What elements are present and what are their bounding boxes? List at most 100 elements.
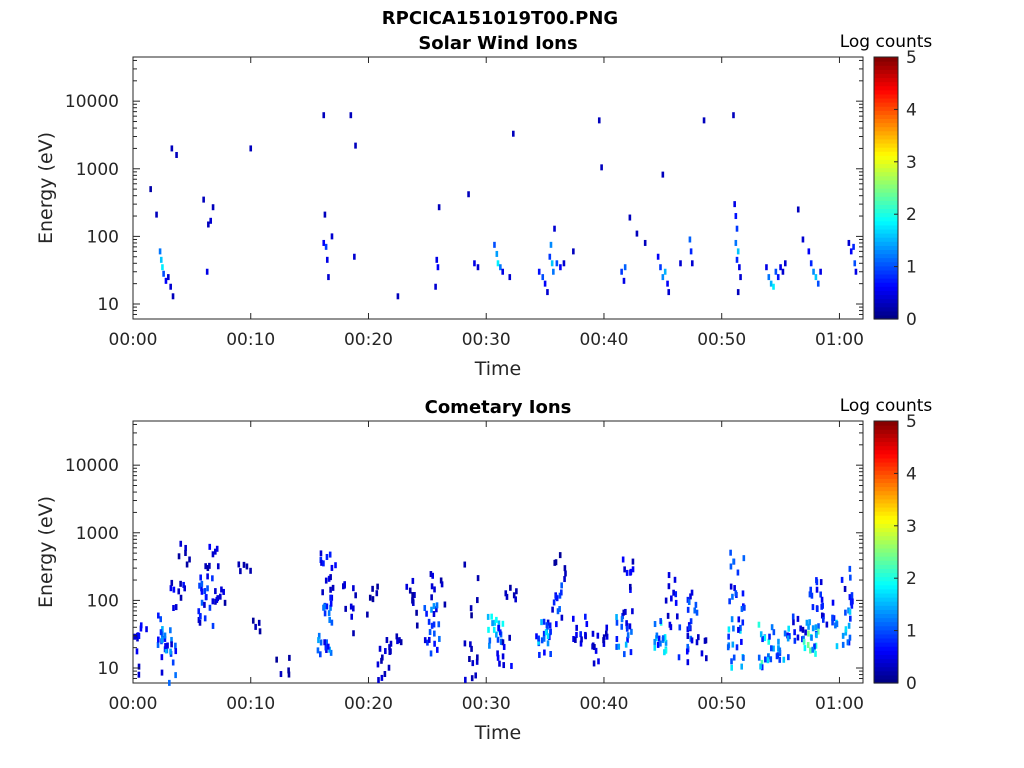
heatmap-cell (799, 625, 802, 632)
heatmap-cell (849, 599, 853, 606)
x-tick-label: 00:50 (697, 694, 746, 714)
heatmap-cell (470, 612, 473, 619)
heatmap-cell (463, 640, 467, 647)
heatmap-cell (741, 590, 745, 597)
heatmap-cell (793, 637, 797, 644)
heatmap-cell (657, 635, 661, 642)
heatmap-cell (615, 636, 619, 643)
heatmap-cell (670, 595, 673, 602)
heatmap-cell (672, 589, 675, 596)
heatmap-cell (430, 583, 434, 590)
heatmap-cell (329, 594, 332, 601)
heatmap-cell (476, 264, 480, 271)
heatmap-cell (593, 644, 596, 651)
heatmap-cell (164, 643, 167, 650)
heatmap-cell (215, 596, 219, 603)
colorbar-tick-label: 3 (906, 517, 917, 537)
heatmap-cell (157, 612, 160, 619)
heatmap-cell (504, 590, 508, 597)
heatmap-cell (208, 562, 211, 569)
heatmap-cell (408, 587, 412, 594)
heatmap-cell (495, 616, 498, 623)
heatmap-cell (423, 605, 427, 612)
colorbar-label: Log counts (840, 32, 933, 52)
heatmap-cell (183, 585, 186, 592)
heatmap-cell (205, 594, 208, 601)
heatmap-cell (157, 636, 160, 643)
heatmap-cell (169, 585, 173, 592)
heatmap-cell (381, 654, 384, 661)
heatmap-cell (736, 569, 740, 576)
heatmap-cell (242, 561, 246, 568)
heatmap-cell (375, 590, 379, 597)
heatmap-cell (349, 112, 353, 119)
heatmap-cell (169, 648, 172, 655)
heatmap-cell (584, 631, 587, 638)
heatmap-cell (572, 248, 575, 255)
heatmap-cell (161, 626, 164, 633)
y-axis-label: Energy (eV) (35, 496, 57, 608)
heatmap-cell (470, 645, 473, 652)
heatmap-cell (325, 553, 329, 560)
heatmap-cell (819, 579, 823, 586)
y-tick-label: 100 (87, 591, 119, 611)
heatmap-cell (850, 592, 854, 599)
heatmap-cell (160, 637, 164, 644)
heatmap-cell (317, 632, 321, 639)
heatmap-cell (497, 624, 500, 631)
heatmap-cell (575, 624, 578, 631)
heatmap-cell (733, 201, 736, 208)
heatmap-cell (492, 626, 496, 633)
x-tick-label: 00:10 (226, 330, 275, 350)
colorbar-tick-label: 0 (906, 674, 917, 694)
heatmap-cell (631, 608, 634, 615)
heatmap-cell (579, 631, 582, 638)
heatmap-cell (476, 575, 480, 582)
heatmap-cell (473, 260, 476, 267)
heatmap-cell (498, 660, 501, 667)
heatmap-cell (543, 280, 547, 287)
heatmap-cell (352, 585, 355, 592)
heatmap-cell (537, 635, 540, 642)
heatmap-cell (779, 264, 782, 271)
heatmap-cell (342, 583, 345, 590)
heatmap-cell (203, 588, 207, 595)
x-axis-label: Time (474, 358, 522, 380)
heatmap-cell (726, 644, 730, 651)
heatmap-cell (811, 604, 815, 611)
heatmap-cell (428, 629, 432, 636)
heatmap-cell (815, 632, 818, 639)
heatmap-cell (437, 204, 441, 211)
heatmap-cell (174, 642, 177, 649)
heatmap-cell (844, 609, 847, 616)
heatmap-cell (200, 588, 204, 595)
heatmap-cell (849, 248, 853, 255)
heatmap-cell (463, 561, 467, 568)
heatmap-cell (760, 659, 764, 666)
heatmap-cell (496, 260, 500, 267)
heatmap-cell (621, 556, 625, 563)
heatmap-cell (809, 586, 813, 593)
heatmap-cell (197, 608, 201, 615)
heatmap-cell (777, 638, 780, 645)
heatmap-cell (222, 588, 225, 595)
heatmap-cell (815, 586, 819, 593)
heatmap-cell (537, 638, 540, 645)
heatmap-cell (777, 645, 780, 652)
heatmap-cell (411, 592, 414, 599)
heatmap-cell (200, 599, 204, 606)
heatmap-cell (319, 639, 323, 646)
heatmap-cell (620, 268, 623, 275)
heatmap-cell (810, 634, 813, 641)
heatmap-cell (476, 597, 479, 604)
heatmap-cell (847, 622, 851, 629)
heatmap-cell (817, 623, 820, 630)
heatmap-cell (625, 569, 629, 576)
heatmap-cell (324, 243, 328, 250)
heatmap-cell (626, 632, 630, 639)
heatmap-cell (493, 619, 497, 626)
heatmap-cell (625, 625, 629, 632)
heatmap-cell (605, 633, 609, 640)
heatmap-cell (816, 628, 820, 635)
heatmap-cell (438, 635, 441, 642)
